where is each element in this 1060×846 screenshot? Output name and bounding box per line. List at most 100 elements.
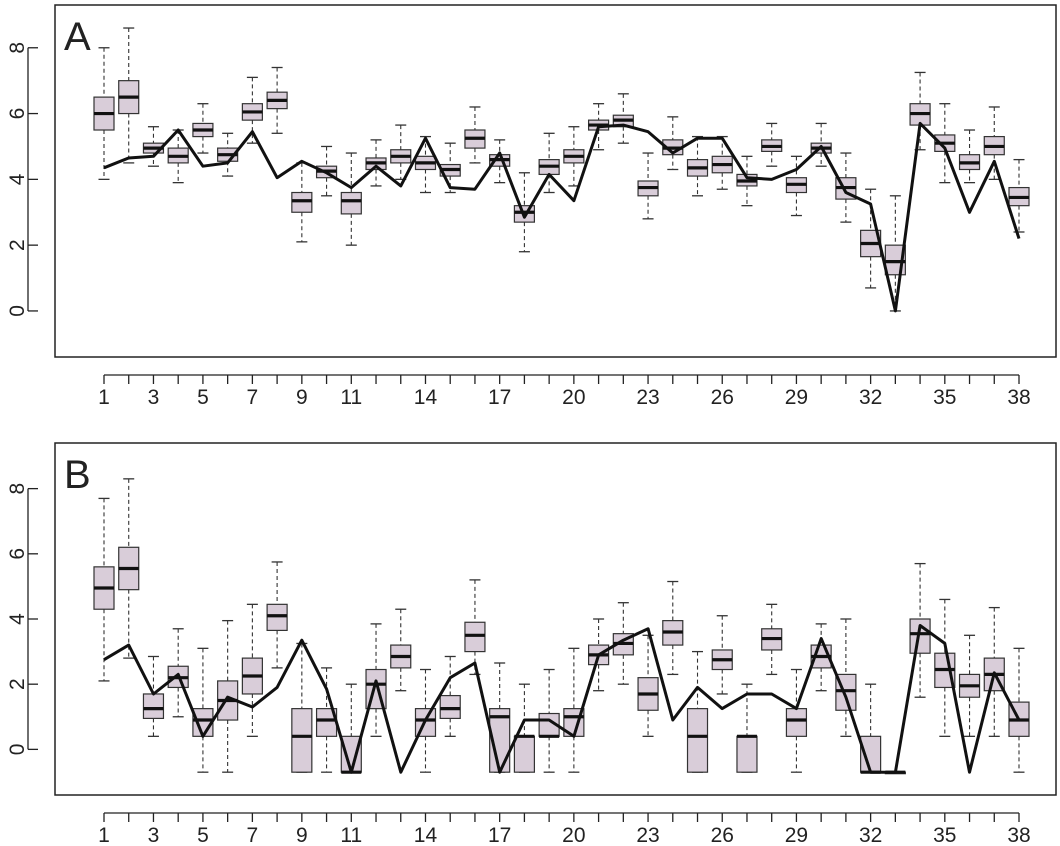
y-tick-label: 2 <box>6 678 29 690</box>
y-axis: 0 2 4 6 8 <box>6 42 38 317</box>
box-plot-24 <box>662 116 684 171</box>
box-iqr <box>340 191 362 215</box>
x-tick-label: 23 <box>636 386 659 409</box>
box-iqr <box>513 735 536 773</box>
y-tick-label: 6 <box>6 548 29 560</box>
trend-line <box>103 624 1021 774</box>
box-plot-35 <box>934 598 956 737</box>
box-plot-10 <box>315 667 338 773</box>
x-tick-label: 14 <box>414 386 438 409</box>
box-plot-15 <box>439 142 461 194</box>
x-tick-label: 7 <box>247 386 259 409</box>
x-tick-label: 38 <box>1007 824 1030 846</box>
y-tick-label: 8 <box>6 483 29 495</box>
plot-frame <box>54 4 1057 358</box>
box-plot-25 <box>686 135 709 197</box>
x-tick-label: 11 <box>340 386 362 409</box>
box-plot-11 <box>340 152 362 246</box>
box-plot-5 <box>192 103 214 154</box>
box-iqr <box>291 191 313 213</box>
panel-letter: A <box>64 15 91 59</box>
box-plot-28 <box>761 603 783 676</box>
x-axis: 1 3 5 7 9 11 14 17 20 23 26 29 32 35 38 <box>98 374 1031 409</box>
box-plot-26 <box>711 615 733 695</box>
trend-line <box>103 121 1021 313</box>
x-tick-label: 26 <box>711 386 734 409</box>
y-tick-label: 6 <box>6 108 29 120</box>
x-tick-label: 3 <box>148 824 160 846</box>
box-plot-23 <box>637 152 659 220</box>
x-tick-label: 1 <box>98 824 110 846</box>
x-tick-label: 11 <box>340 824 362 846</box>
box-plot-36 <box>958 634 981 737</box>
box-iqr <box>464 621 486 653</box>
box-plot-20 <box>563 126 585 187</box>
x-tick-label: 7 <box>247 824 259 846</box>
box-plot-16 <box>464 106 486 164</box>
box-plot-29 <box>785 155 808 217</box>
box-plot-8 <box>266 66 288 134</box>
box-plot-16 <box>464 579 486 676</box>
plot-frame <box>54 442 1057 796</box>
x-tick-label: 17 <box>488 824 511 846</box>
box-plot-4 <box>167 628 189 718</box>
x-tick-label: 26 <box>711 824 734 846</box>
box-plot-1 <box>93 47 115 181</box>
box-plot-34 <box>909 71 931 151</box>
box-plot-38 <box>1008 647 1030 773</box>
box-plot-26 <box>711 135 733 190</box>
box-iqr <box>736 735 758 773</box>
x-tick-label: 23 <box>636 824 659 846</box>
box-plot-15 <box>439 655 461 737</box>
box-plot-8 <box>266 561 288 669</box>
box-plot-24 <box>662 580 684 676</box>
box-plot-6 <box>217 619 239 773</box>
box-plot-12 <box>365 139 387 187</box>
box-plot-3 <box>142 126 165 167</box>
box-plot-13 <box>390 124 412 181</box>
x-axis: 1 3 5 7 9 11 14 17 20 23 26 29 32 35 38 <box>98 812 1031 846</box>
y-axis: 0 2 4 6 8 <box>6 483 38 755</box>
x-tick-label: 5 <box>197 824 209 846</box>
y-tick-label: 4 <box>6 613 29 625</box>
box-plot-9 <box>291 162 313 243</box>
box-iqr <box>142 693 165 720</box>
x-tick-label: 17 <box>488 386 511 409</box>
x-tick-label: 35 <box>933 824 956 846</box>
x-tick-label: 29 <box>785 386 808 409</box>
x-tick-label: 32 <box>859 386 882 409</box>
box-plot-18 <box>513 683 536 773</box>
box-plot-9 <box>291 642 313 773</box>
box-plot-27 <box>736 683 758 773</box>
box-plot-28 <box>761 122 783 167</box>
box-iqr <box>266 603 288 632</box>
x-tick-label: 32 <box>859 824 882 846</box>
box-plot-31 <box>835 152 857 223</box>
box-plot-22 <box>612 93 634 144</box>
x-tick-label: 5 <box>197 386 209 409</box>
x-tick-label: 29 <box>785 824 808 846</box>
box-plot-5 <box>192 647 214 773</box>
x-tick-label: 35 <box>933 386 956 409</box>
box-plot-4 <box>167 129 189 184</box>
box-plot-23 <box>637 634 659 737</box>
y-tick-label: 8 <box>6 42 29 54</box>
box-plot-3 <box>142 655 165 737</box>
box-plot-27 <box>736 155 758 207</box>
x-tick-label: 3 <box>148 386 160 409</box>
x-tick-label: 14 <box>414 824 438 846</box>
box-plot-14 <box>414 135 437 194</box>
y-tick-label: 0 <box>6 305 29 317</box>
box-plot-11 <box>340 683 362 774</box>
box-plot-2 <box>118 27 140 164</box>
box-plot-37 <box>983 106 1005 181</box>
box-iqr <box>439 694 461 720</box>
box-plot-25 <box>686 650 709 773</box>
box-iqr <box>785 708 808 737</box>
box-series <box>93 27 1030 312</box>
box-plot-18 <box>513 172 536 253</box>
box-plot-13 <box>390 608 412 692</box>
box-plot-2 <box>118 478 140 659</box>
